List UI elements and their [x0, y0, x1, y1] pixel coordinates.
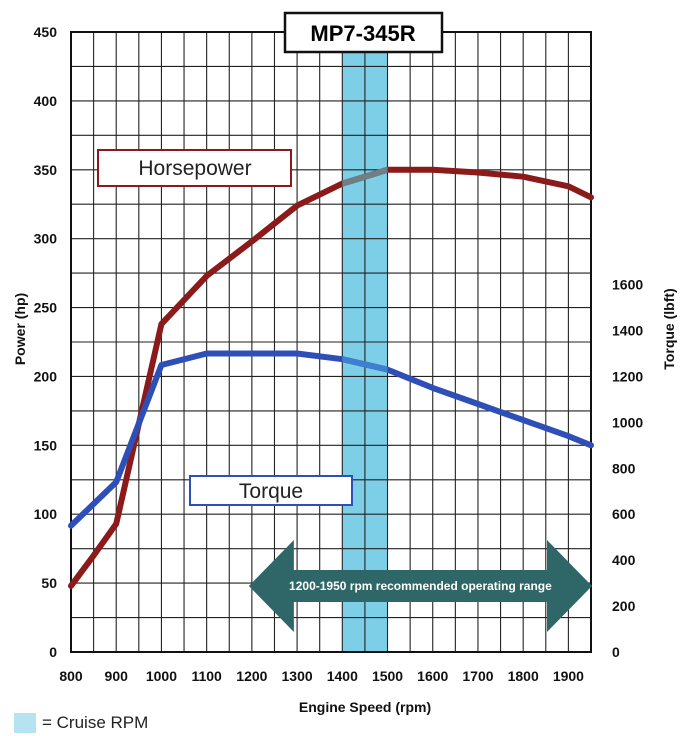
y2-tick-label: 0 — [612, 644, 620, 660]
cruise-rpm-swatch — [14, 713, 36, 733]
y-tick-label: 0 — [49, 644, 57, 660]
y-tick-label: 200 — [34, 368, 58, 384]
y-tick-label: 100 — [34, 506, 58, 522]
operating-range-arrow — [248, 540, 592, 632]
x-tick-label: 1300 — [282, 668, 313, 684]
grid-layer — [70, 31, 592, 653]
cruise-rpm-legend: = Cruise RPM — [14, 712, 148, 734]
y-tick-label: 150 — [34, 437, 58, 453]
x-tick-label: 800 — [59, 668, 83, 684]
legend-torque: Torque — [189, 475, 353, 506]
y2-tick-label: 200 — [612, 598, 636, 614]
y2-tick-label: 1600 — [612, 277, 643, 293]
y2-tick-label: 1200 — [612, 368, 643, 384]
chart-title-box: MP7-345R — [283, 11, 444, 54]
y2-tick-label: 800 — [612, 460, 636, 476]
y2-axis-title: Torque (lbft) — [661, 288, 677, 369]
cruise-rpm-label: = Cruise RPM — [42, 713, 149, 732]
x-tick-label: 1400 — [327, 668, 358, 684]
operating-range-layer: 1200-1950 rpm recommended operating rang… — [248, 540, 592, 632]
operating-range-label: 1200-1950 rpm recommended operating rang… — [289, 579, 552, 593]
y-tick-label: 400 — [34, 93, 58, 109]
chart-title: MP7-345R — [310, 21, 415, 46]
x-tick-label: 1500 — [372, 668, 403, 684]
x-axis-title: Engine Speed (rpm) — [299, 699, 431, 715]
x-tick-label: 1700 — [462, 668, 493, 684]
x-tick-label: 1900 — [553, 668, 584, 684]
x-tick-label: 1100 — [191, 668, 222, 684]
y-tick-label: 50 — [41, 575, 57, 591]
series-layer — [68, 166, 594, 589]
x-tick-label: 1000 — [146, 668, 177, 684]
x-tick-label: 1600 — [417, 668, 448, 684]
legend-horsepower-label: Horsepower — [138, 157, 251, 180]
tick-labels-layer: 800 900 1000 1100 1200 1300 1400 1500 1600 1700 18… — [34, 24, 644, 684]
y2-tick-label: 1400 — [612, 323, 643, 339]
y-tick-label: 250 — [34, 300, 58, 316]
horsepower-line — [68, 166, 594, 589]
y-tick-label: 350 — [34, 162, 58, 178]
y-tick-label: 450 — [34, 24, 58, 40]
y2-tick-label: 1000 — [612, 414, 643, 430]
legend-horsepower: Horsepower — [97, 149, 292, 187]
torque-line — [68, 350, 594, 529]
y2-tick-label: 600 — [612, 506, 636, 522]
x-tick-label: 1200 — [236, 668, 267, 684]
x-tick-label: 900 — [105, 668, 129, 684]
x-tick-label: 1800 — [508, 668, 539, 684]
y2-tick-label: 400 — [612, 552, 636, 568]
y-axis-title: Power (hp) — [12, 293, 28, 365]
y-tick-label: 300 — [34, 231, 58, 247]
legend-torque-label: Torque — [239, 480, 303, 503]
